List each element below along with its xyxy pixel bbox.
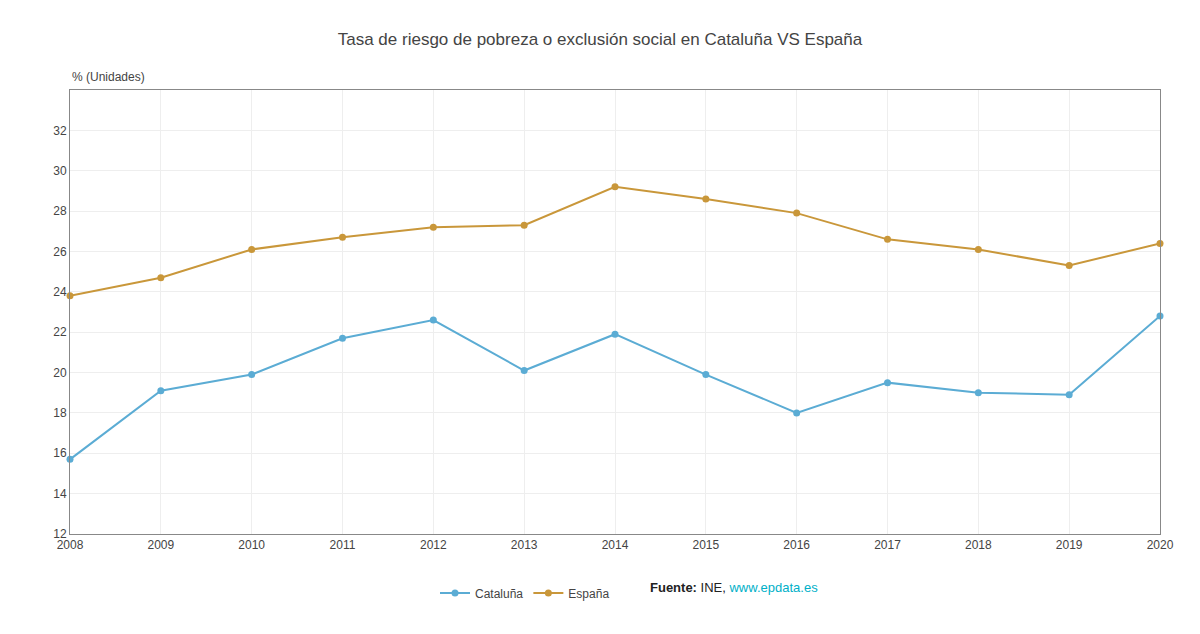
svg-text:14: 14 [53,487,67,501]
svg-text:2012: 2012 [420,538,447,552]
svg-text:30: 30 [53,164,67,178]
svg-text:12: 12 [53,527,67,541]
svg-text:22: 22 [53,325,67,339]
svg-text:2017: 2017 [874,538,901,552]
svg-text:2011: 2011 [330,538,356,552]
svg-text:2020: 2020 [1147,538,1174,552]
svg-text:2014: 2014 [602,538,629,552]
svg-text:2018: 2018 [965,538,992,552]
svg-text:Tasa de riesgo de pobreza o ex: Tasa de riesgo de pobreza o exclusión so… [338,30,863,49]
svg-text:2013: 2013 [511,538,538,552]
svg-text:2016: 2016 [783,538,810,552]
svg-text:20: 20 [53,366,67,380]
svg-text:% (Unidades): % (Unidades) [72,70,145,84]
svg-text:Cataluña: Cataluña [475,587,523,601]
svg-text:32: 32 [53,124,67,138]
svg-text:Fuente: INE, www.epdata.es: Fuente: INE, www.epdata.es [650,580,818,595]
svg-text:España: España [568,587,609,601]
svg-text:18: 18 [53,406,67,420]
svg-text:2015: 2015 [692,538,719,552]
svg-text:24: 24 [53,285,67,299]
svg-text:2010: 2010 [238,538,265,552]
svg-text:26: 26 [53,245,67,259]
svg-text:2009: 2009 [147,538,174,552]
svg-text:2019: 2019 [1056,538,1083,552]
svg-text:28: 28 [53,204,67,218]
svg-text:16: 16 [53,446,67,460]
svg-text:2008: 2008 [57,538,84,552]
